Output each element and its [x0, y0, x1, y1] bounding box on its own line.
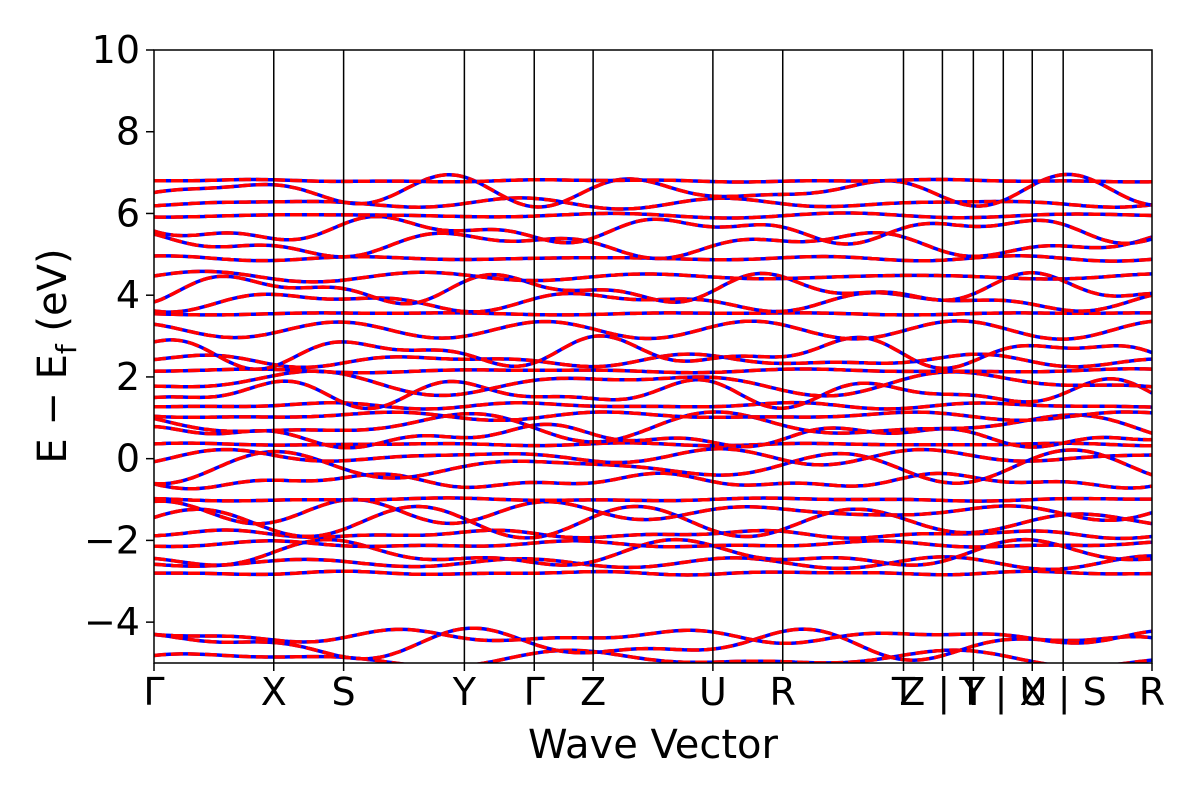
- x-axis-label: Wave Vector: [528, 722, 779, 768]
- band-line-second: [154, 172, 1152, 209]
- band-line-second: [154, 537, 1152, 567]
- x-tick-label: Y: [452, 670, 477, 714]
- band-line-second: [154, 410, 1152, 423]
- band-line-second: [154, 377, 1152, 411]
- y-tick-label: −2: [84, 518, 140, 562]
- band-line-second: [154, 196, 1152, 211]
- band-line-second: [154, 627, 1152, 646]
- band-line-first: [154, 230, 1152, 261]
- y-tick-label: 2: [116, 355, 140, 399]
- band-line-first: [154, 291, 1152, 314]
- x-tick-label: Γ: [524, 670, 545, 714]
- y-tick-label: 10: [92, 28, 140, 72]
- y-tick-label: −4: [84, 600, 140, 644]
- band-line-second: [154, 369, 1152, 398]
- band-line-second: [154, 648, 1152, 663]
- x-tick-label: R: [1139, 670, 1165, 714]
- band-line-second: [154, 447, 1152, 467]
- x-tick-label: S: [332, 670, 356, 714]
- band-line-second: [154, 211, 1152, 220]
- band-line-second: [154, 271, 1152, 306]
- y-tick-label: 0: [116, 437, 140, 481]
- band-line-second: [154, 441, 1152, 448]
- band-line-second: [154, 554, 1152, 572]
- y-tick-label: 8: [116, 110, 140, 154]
- y-tick-label: 4: [116, 273, 140, 317]
- y-tick-label: 6: [116, 191, 140, 235]
- x-tick-label: Z: [580, 670, 606, 714]
- x-tick-label: T | U: [958, 670, 1047, 715]
- band-line-second: [154, 334, 1152, 371]
- plot-frame: [153, 49, 1153, 664]
- k-point-dividers: [273, 50, 1064, 663]
- band-line-second: [154, 177, 1152, 184]
- x-tick-label: R: [770, 670, 796, 714]
- band-line-second: [154, 291, 1152, 314]
- band-line-second: [154, 400, 1152, 411]
- band-line-second: [154, 214, 1152, 246]
- band-line-second: [154, 504, 1152, 540]
- y-axis-label: E − Ef (eV): [30, 248, 83, 463]
- y-axis-label-unit: (eV): [30, 248, 76, 344]
- y-axis-ticks: −4 −2 0 2 4 6 8 10: [84, 28, 154, 644]
- y-axis-label-subscript: f: [50, 343, 83, 354]
- band-line-second: [154, 319, 1152, 341]
- x-tick-label: Z | Y: [899, 670, 986, 715]
- band-line-second: [154, 422, 1152, 450]
- y-axis-label-main: E − E: [30, 354, 76, 464]
- x-tick-label: Γ: [143, 670, 164, 714]
- band-line-second: [154, 528, 1152, 541]
- band-lines: [154, 172, 1152, 663]
- band-line-second: [154, 626, 1152, 662]
- band-line-second: [154, 569, 1152, 577]
- x-tick-label: X | S: [1020, 670, 1107, 715]
- x-tick-label: U: [699, 670, 727, 714]
- band-line-second: [154, 311, 1152, 317]
- x-tick-label: X: [261, 670, 287, 714]
- band-line-second: [154, 496, 1152, 503]
- band-line-second: [154, 497, 1152, 526]
- band-line-second: [154, 367, 1152, 375]
- band-line-second: [154, 539, 1152, 549]
- x-tick-label: T: [891, 670, 916, 714]
- band-line-first: [154, 410, 1152, 444]
- band-line-first: [154, 319, 1152, 341]
- band-line-second: [154, 269, 1152, 284]
